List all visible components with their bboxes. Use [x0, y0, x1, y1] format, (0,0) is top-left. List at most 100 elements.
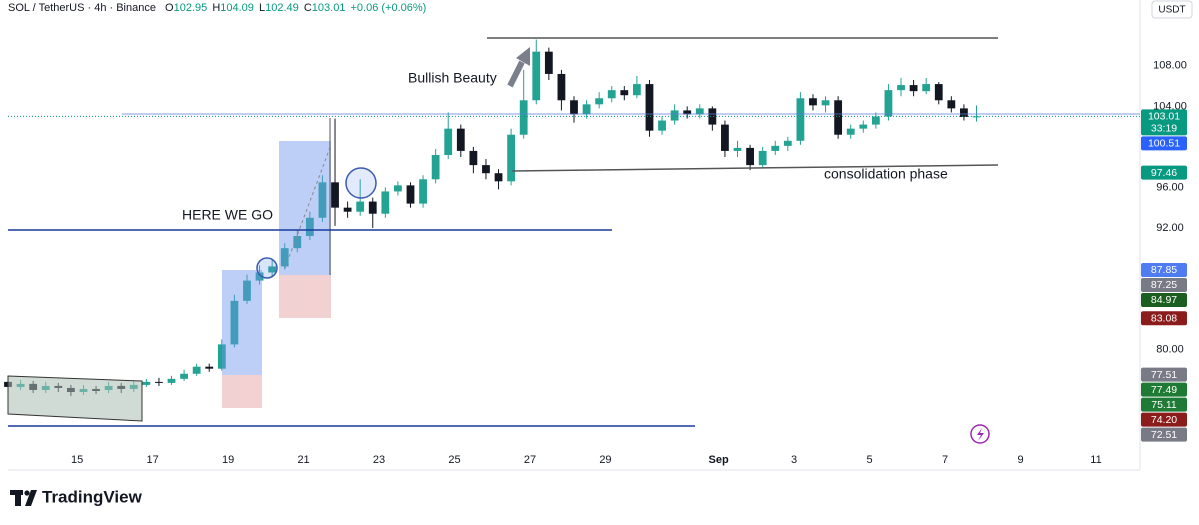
price-tag [1141, 262, 1187, 277]
candle-body [670, 110, 679, 121]
candle-body [972, 116, 981, 118]
ohlc-name: O [165, 2, 174, 14]
candle-body [708, 108, 717, 125]
candle-body [834, 100, 843, 135]
price-tag-label: 84.97 [1151, 294, 1177, 306]
candle-body [331, 182, 339, 208]
x-tick-label: 23 [373, 454, 385, 466]
annotation: consolidation phase [824, 166, 948, 182]
price-tag [1141, 165, 1187, 180]
price-tag-label: 77.51 [1151, 369, 1177, 381]
candle-body [897, 85, 905, 91]
candle-body [230, 300, 239, 345]
candle-body [205, 366, 214, 369]
candle-body [368, 201, 377, 214]
ohlc-value: 104.09 [220, 2, 254, 14]
candle-body [293, 236, 302, 249]
candle-body [456, 128, 465, 151]
price-tag [1141, 382, 1187, 397]
price-tag-label: 74.20 [1151, 414, 1177, 426]
x-tick-label: 19 [222, 454, 234, 466]
alert-icon [970, 424, 990, 444]
candle-body [960, 108, 968, 117]
x-tick-label: 21 [297, 454, 309, 466]
currency-button[interactable] [1151, 0, 1193, 19]
arrow-shaft [507, 60, 525, 88]
alert-bolt [977, 428, 984, 441]
candle-body [519, 100, 528, 135]
candle-body [318, 182, 327, 218]
price-tag [1141, 367, 1187, 382]
candle-body [658, 120, 666, 131]
candle-body [746, 147, 754, 166]
highlight-circle [256, 257, 278, 279]
candle-body [142, 381, 151, 385]
candle-body [871, 116, 880, 125]
candle-body [343, 207, 352, 212]
symbol: SOL / TetherUS · 4h · Binance [8, 2, 156, 14]
candle-body [280, 248, 289, 267]
candle-body [695, 108, 704, 115]
x-tick-label: 27 [524, 454, 536, 466]
brand: TradingView [42, 487, 143, 506]
x-tick-label: 11 [1090, 454, 1101, 466]
candle-body [507, 134, 516, 182]
candle-body [582, 104, 591, 115]
target-box [279, 141, 331, 275]
consolidation-floor [511, 164, 999, 172]
x-tick-label: 15 [71, 454, 83, 466]
x-tick-label: 17 [147, 454, 159, 466]
stop-box [222, 375, 262, 408]
candle-body [419, 179, 427, 204]
x-tick-label: 7 [942, 454, 948, 466]
candle-body [922, 84, 931, 92]
price-tag [1141, 427, 1187, 442]
highlight-circle [345, 167, 377, 199]
price-tag [1141, 311, 1187, 326]
price-tag-label: 97.46 [1151, 167, 1177, 179]
candle-body [406, 185, 415, 204]
symbol-legend: SOL / TetherUS · 4h · Binance O102.95 H1… [8, 2, 426, 14]
price-tag-label: 87.25 [1151, 279, 1177, 291]
candle-body [217, 344, 226, 369]
price-tag-label: 87.85 [1151, 264, 1177, 276]
y-tick-label: 108.00 [1153, 60, 1187, 72]
y-tick-label: 92.00 [1156, 222, 1184, 234]
candle-body [721, 124, 729, 151]
candle-body [532, 51, 541, 101]
axes: 80.00 92.00 96.00 104.00 108.00 15 17 19 21 23 25 2… [71, 60, 1187, 466]
candle-body [431, 154, 440, 180]
change: +0.06 (+0.06%) [351, 2, 427, 14]
candle-body [167, 378, 176, 383]
x-tick-label: 25 [448, 454, 460, 466]
price-tag-label: 100.51 [1148, 138, 1180, 150]
projection-line [284, 144, 332, 269]
candle-body [758, 150, 767, 166]
candle-body [846, 128, 855, 135]
price-tag-label: 103.01 [1148, 111, 1180, 123]
candle-body [821, 100, 830, 106]
price-tag [1141, 136, 1187, 151]
range-box [7, 375, 143, 422]
price-tag-label: 77.49 [1151, 384, 1177, 396]
logo-part [24, 490, 30, 496]
stop-box [279, 275, 331, 318]
countdown: 33:19 [1151, 123, 1177, 135]
candle-body [620, 90, 629, 96]
candle-body [934, 84, 943, 101]
candle-body [733, 147, 742, 151]
candle-body [884, 90, 893, 117]
currency[interactable]: USDT [1158, 5, 1185, 16]
price-tag [1141, 292, 1187, 307]
candle-body [243, 280, 251, 301]
candle-body [155, 381, 163, 383]
logo-part [15, 490, 21, 506]
candle-body [607, 90, 616, 99]
ohlc-name: H [212, 2, 220, 14]
price-tag [1141, 397, 1187, 412]
y-tick-label: 104.00 [1153, 100, 1187, 112]
candle-body [809, 98, 817, 106]
